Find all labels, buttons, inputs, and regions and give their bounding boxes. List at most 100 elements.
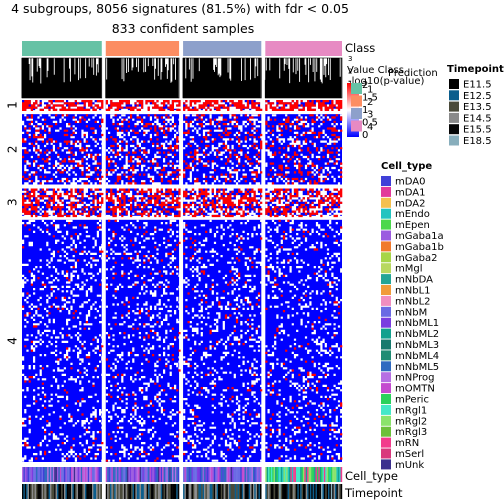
timepoint-track-3 bbox=[183, 484, 262, 499]
heatmap-mid-cells bbox=[265, 100, 343, 111]
timepoint-track-2 bbox=[105, 484, 180, 499]
heatmap-high-cells bbox=[105, 114, 181, 185]
class-bar-1 bbox=[22, 41, 102, 56]
cell-type-label: mNbML2 bbox=[395, 329, 439, 340]
class-legend-label-1: 1 bbox=[367, 85, 373, 96]
cell-type-label: mGaba1b bbox=[395, 242, 444, 253]
cell-type-swatch bbox=[381, 263, 391, 274]
cell-type-legend: Cell_typemDA0mDA1mDA2mEndomEpenmGaba1amG… bbox=[381, 161, 444, 471]
annotation-label-log-pvalue: -log10(p-value) bbox=[348, 76, 424, 87]
cell-type-label: mNbML4 bbox=[395, 351, 439, 362]
cell-type-swatch bbox=[381, 350, 391, 361]
class-legend-swatch-4 bbox=[351, 120, 362, 132]
cell-type-label: mOMTN bbox=[395, 384, 435, 395]
cell-type-label: mNbML1 bbox=[395, 318, 439, 329]
cell-type-label: mDA1 bbox=[395, 187, 425, 198]
heatmap-mid-cells bbox=[105, 114, 181, 185]
timepoint-label: E15.5 bbox=[463, 125, 492, 136]
heatmap-high-cells bbox=[105, 100, 181, 111]
cell-type-swatch bbox=[381, 252, 391, 263]
cell-type-swatch bbox=[381, 186, 391, 197]
value-tick: 0 bbox=[362, 130, 368, 141]
signature-heatmap bbox=[22, 100, 343, 462]
heatmap-high-cells bbox=[105, 188, 181, 218]
cell-type-label: mEndo bbox=[395, 209, 430, 220]
heatmap-high-cells bbox=[265, 100, 343, 111]
annotation-label-prediction: Prediction bbox=[388, 68, 438, 79]
annotation-label-cell-type: Cell_type bbox=[345, 469, 398, 483]
heatmap-mid-cells bbox=[183, 100, 263, 111]
row-group-label-2: 2 bbox=[6, 146, 20, 154]
heatmap-mid-cells bbox=[105, 188, 181, 218]
class-annotation-bar bbox=[22, 41, 342, 56]
cell-type-label: mNbL2 bbox=[395, 296, 431, 307]
heatmap-mid-cells bbox=[183, 114, 263, 185]
cell-type-label: mGaba2 bbox=[395, 253, 437, 264]
cell-type-track-2 bbox=[105, 467, 180, 482]
cell-type-label: mSerl bbox=[395, 449, 424, 460]
row-group-labels: 1 2 3 4 bbox=[6, 101, 20, 344]
cell-type-label: mMgl bbox=[395, 264, 423, 275]
cell-type-swatch bbox=[381, 176, 391, 186]
cell-type-label: mDA0 bbox=[395, 177, 425, 188]
heatmap-mid-cells bbox=[105, 219, 181, 462]
chart-title: 4 subgroups, 8056 signatures (81.5%) wit… bbox=[11, 1, 349, 16]
heatmap-block-4-2 bbox=[105, 219, 180, 462]
cell-type-swatch bbox=[381, 241, 391, 252]
cell-type-swatch bbox=[381, 197, 391, 208]
timepoint-swatch bbox=[449, 124, 459, 135]
class-bar-4 bbox=[265, 41, 342, 56]
membership-probability-track bbox=[21, 57, 343, 99]
cell-type-swatch bbox=[381, 448, 391, 459]
class-legend-swatch-3 bbox=[351, 108, 362, 119]
cell-type-swatch bbox=[381, 372, 391, 383]
heatmap-mid-cells bbox=[22, 219, 104, 462]
cell-type-label: mNbML3 bbox=[395, 340, 439, 351]
heatmap-high-cells bbox=[183, 224, 263, 458]
probability-tick: 2 bbox=[348, 68, 352, 76]
heatmap-high-cells bbox=[265, 114, 343, 185]
class-legend-swatch-2 bbox=[351, 95, 362, 107]
probability-bars-4 bbox=[264, 58, 342, 98]
cell-type-swatch bbox=[381, 459, 391, 470]
bottom-annotations bbox=[22, 467, 343, 499]
cell-type-label: mNbDA bbox=[395, 275, 433, 286]
timepoint-swatch bbox=[449, 90, 459, 101]
row-group-label-1: 1 bbox=[6, 101, 20, 109]
timepoint-label: E14.5 bbox=[463, 113, 492, 124]
cell-type-label: mRgl1 bbox=[395, 405, 427, 416]
row-group-label-4: 4 bbox=[6, 337, 20, 345]
cell-type-label: mRgl2 bbox=[395, 416, 427, 427]
cell-type-track-1 bbox=[22, 467, 102, 482]
cell-type-swatch bbox=[381, 361, 391, 372]
heatmap-mid-cells bbox=[22, 114, 104, 185]
heatmap-high-cells bbox=[183, 188, 263, 218]
value-tick: 1 bbox=[362, 105, 368, 116]
cell-type-swatch bbox=[381, 383, 391, 394]
timepoint-swatch bbox=[449, 112, 459, 123]
class-bar-3 bbox=[183, 41, 262, 56]
heatmap-mid-cells bbox=[26, 100, 104, 111]
value-tick: 1.5 bbox=[362, 93, 378, 104]
heatmap-high-cells bbox=[22, 188, 104, 218]
heatmap-high-cells bbox=[22, 222, 104, 460]
cell-type-track-4 bbox=[265, 467, 343, 482]
timepoint-label: E11.5 bbox=[463, 80, 492, 91]
cell-type-swatch bbox=[381, 339, 391, 350]
heatmap-high-cells bbox=[183, 100, 263, 111]
cell-type-label: mNbM bbox=[395, 307, 427, 318]
cell-type-swatch bbox=[381, 230, 391, 241]
cell-type-label: mGaba1a bbox=[395, 231, 444, 242]
class-legend-label-2: 2 bbox=[367, 97, 373, 108]
timepoint-track-1 bbox=[22, 484, 102, 499]
heatmap-mid-cells bbox=[265, 188, 343, 218]
cell-type-swatch bbox=[381, 317, 391, 328]
heatmap-mid-cells bbox=[265, 219, 343, 462]
cell-type-swatch bbox=[381, 404, 391, 415]
row-group-label-3: 3 bbox=[6, 198, 20, 206]
timepoint-swatch bbox=[449, 79, 459, 89]
cell-type-swatch bbox=[381, 208, 391, 219]
